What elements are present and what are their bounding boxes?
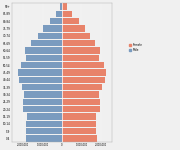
Bar bbox=[26, 55, 62, 61]
Bar bbox=[24, 91, 62, 98]
Bar bbox=[50, 18, 62, 24]
Bar bbox=[62, 55, 99, 61]
Bar bbox=[62, 84, 102, 90]
Bar bbox=[19, 76, 62, 83]
Bar bbox=[18, 69, 62, 76]
Bar bbox=[23, 99, 62, 105]
Bar bbox=[56, 11, 62, 17]
Bar bbox=[23, 106, 62, 112]
Bar bbox=[62, 62, 104, 68]
Bar bbox=[26, 135, 62, 142]
Bar bbox=[38, 33, 62, 39]
Bar bbox=[31, 40, 62, 46]
Bar bbox=[21, 62, 62, 68]
Bar bbox=[62, 25, 85, 32]
Bar bbox=[62, 47, 100, 54]
Bar bbox=[62, 33, 89, 39]
Bar bbox=[60, 3, 62, 10]
Bar bbox=[62, 69, 106, 76]
Bar bbox=[62, 18, 79, 24]
Bar bbox=[43, 25, 62, 32]
Bar bbox=[62, 128, 96, 134]
Bar bbox=[26, 113, 62, 120]
Bar bbox=[62, 121, 96, 127]
Bar bbox=[62, 99, 100, 105]
Bar bbox=[22, 84, 62, 90]
Legend: Female, Male: Female, Male bbox=[129, 43, 143, 52]
Bar bbox=[25, 47, 62, 54]
Bar bbox=[62, 91, 99, 98]
Bar bbox=[62, 40, 95, 46]
Bar bbox=[62, 113, 96, 120]
Bar bbox=[26, 128, 62, 134]
Bar bbox=[62, 11, 72, 17]
Bar bbox=[62, 106, 100, 112]
Bar bbox=[62, 76, 105, 83]
Bar bbox=[62, 3, 67, 10]
Bar bbox=[62, 135, 97, 142]
Bar bbox=[26, 121, 62, 127]
